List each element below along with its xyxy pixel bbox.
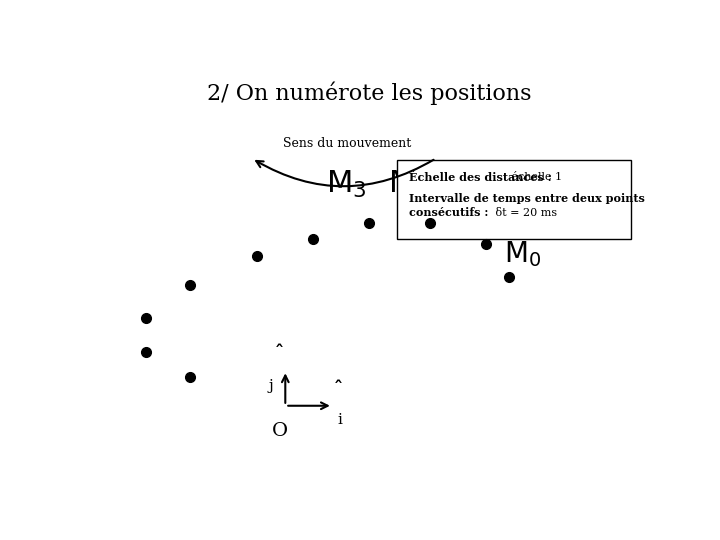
Text: Échelle des distances :: Échelle des distances :	[409, 172, 552, 183]
Text: δt = 20 ms: δt = 20 ms	[492, 208, 557, 218]
Text: échelle 1: échelle 1	[508, 172, 562, 182]
Text: j: j	[269, 379, 273, 393]
Text: $\mathrm{M}_{0}$: $\mathrm{M}_{0}$	[504, 239, 541, 268]
Text: $\mathrm{M}_{1}$: $\mathrm{M}_{1}$	[479, 195, 516, 225]
Text: $\mathrm{M}_{3}$: $\mathrm{M}_{3}$	[326, 169, 367, 200]
FancyArrowPatch shape	[256, 160, 433, 186]
Text: Sens du mouvement: Sens du mouvement	[282, 137, 411, 150]
Text: Intervalle de temps entre deux points
consécutifs :: Intervalle de temps entre deux points co…	[409, 193, 645, 219]
Text: i: i	[337, 413, 342, 427]
FancyBboxPatch shape	[397, 160, 631, 239]
Text: $\mathrm{M}_{2}$: $\mathrm{M}_{2}$	[388, 169, 428, 200]
Text: O: O	[271, 422, 288, 440]
Text: 2/ On numérote les positions: 2/ On numérote les positions	[207, 82, 531, 105]
